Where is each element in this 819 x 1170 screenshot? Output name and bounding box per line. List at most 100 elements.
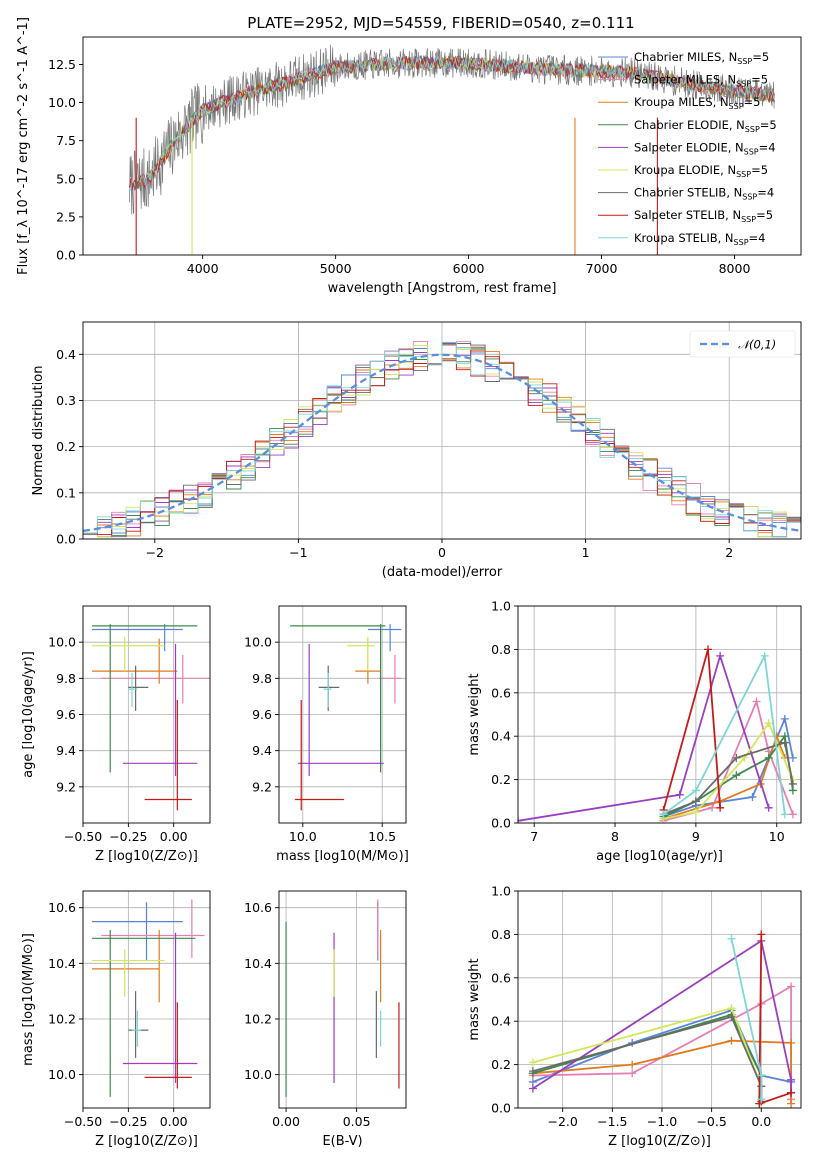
x-axis-label: Z [log10(Z/Z⊙)] bbox=[95, 1134, 198, 1149]
y-axis-label: mass weight bbox=[467, 673, 482, 755]
legend-box bbox=[689, 330, 796, 358]
mass-weight-marker bbox=[787, 982, 796, 991]
x-tick-label: −1 bbox=[289, 545, 307, 560]
legend-label: Kroupa STELIB, NSSP=4 bbox=[634, 231, 765, 247]
axes-frame bbox=[82, 890, 211, 1109]
axes-frame bbox=[517, 605, 802, 824]
mass-weight-marker bbox=[716, 651, 725, 660]
y-tick-label: 7.5 bbox=[56, 133, 76, 148]
axes-frame bbox=[517, 890, 802, 1109]
mass-weight-marker bbox=[704, 645, 713, 654]
mass-weight-vs-metallicity-panel: −2.0 −1.5 −1.0 −0.5 0.0 0.0 0.2 0.4 0.6 0.8 1.0 Z [… bbox=[467, 884, 802, 1149]
mass-weight-marker bbox=[788, 753, 797, 762]
y-tick-label: 10.0 bbox=[48, 1067, 76, 1082]
mass-weight-marker bbox=[691, 808, 700, 817]
mass-weight-marker bbox=[764, 719, 773, 728]
mass-weight-marker bbox=[752, 697, 761, 706]
mass-weight-marker bbox=[518, 816, 522, 823]
y-tick-label: 10.4 bbox=[244, 956, 272, 971]
mass-weight-marker bbox=[732, 771, 741, 780]
x-tick-label: 1 bbox=[582, 545, 590, 560]
x-tick-label: −1.5 bbox=[597, 1114, 627, 1129]
mass-weight-marker bbox=[528, 1084, 537, 1093]
axes-frame bbox=[278, 890, 407, 1109]
y-axis-label: Flux [f_λ 10^-17 erg cm^-2 s^-1 A^-1] bbox=[16, 17, 31, 275]
y-tick-label: 0.1 bbox=[56, 485, 76, 500]
mass-weight-marker bbox=[659, 810, 668, 819]
mass-weight-marker bbox=[691, 797, 700, 806]
y-tick-label: 10.0 bbox=[244, 635, 272, 650]
mass-weight-marker bbox=[528, 1067, 537, 1076]
legend-label: Chabrier STELIB, NSSP=4 bbox=[634, 186, 774, 202]
mass-weight-marker bbox=[727, 1004, 736, 1013]
legend-label: 𝒩(0,1) bbox=[738, 338, 776, 352]
mass-weight-line bbox=[518, 652, 770, 822]
mass-weight-marker bbox=[787, 1075, 796, 1084]
model-spectrum-line bbox=[129, 56, 775, 190]
x-tick-label: −0.50 bbox=[64, 1114, 102, 1129]
plot-area bbox=[92, 899, 205, 1097]
residual-histogram-step bbox=[83, 341, 801, 538]
legend-label: Kroupa MILES, NSSP=5 bbox=[634, 95, 760, 111]
x-tick-label: −0.5 bbox=[696, 1114, 726, 1129]
x-tick-label: 4000 bbox=[187, 261, 219, 276]
y-tick-label: 1.0 bbox=[491, 884, 511, 899]
x-tick-label: −2.0 bbox=[548, 1114, 578, 1129]
x-axis-label: age [log10(age/yr)] bbox=[596, 849, 723, 864]
mass-weight-vs-age-panel: 7 8 9 10 0.0 0.2 0.4 0.6 0.8 1.0 age [log10(age/yr… bbox=[467, 599, 802, 864]
x-tick-label: 8 bbox=[611, 829, 619, 844]
plot-area bbox=[285, 899, 400, 1097]
plot-area bbox=[83, 340, 801, 538]
y-tick-label: 10.6 bbox=[244, 900, 272, 915]
age-vs-metallicity-panel: −0.50 −0.25 0.00 9.2 9.4 9.6 9.8 10.0 Z [log10(Z… bbox=[21, 605, 211, 864]
plot-area bbox=[290, 624, 402, 811]
x-tick-label: 10.0 bbox=[289, 829, 317, 844]
y-tick-label: 9.2 bbox=[252, 779, 272, 794]
mass-weight-marker bbox=[691, 786, 700, 795]
mass-weight-marker bbox=[787, 1038, 796, 1047]
x-tick-label: 7 bbox=[530, 829, 538, 844]
y-tick-label: 10.2 bbox=[244, 1011, 272, 1026]
normal-pdf-curve bbox=[83, 353, 801, 533]
mass-weight-line bbox=[662, 652, 786, 816]
mass-weight-marker bbox=[755, 1099, 764, 1108]
x-tick-label: −0.25 bbox=[109, 829, 147, 844]
x-axis-label: Z [log10(Z/Z⊙)] bbox=[608, 1134, 711, 1149]
x-axis-label: mass [log10(M/M⊙)] bbox=[276, 849, 409, 864]
y-tick-label: 10.0 bbox=[48, 635, 76, 650]
x-tick-label: 2 bbox=[725, 545, 733, 560]
y-tick-label: 9.6 bbox=[252, 707, 272, 722]
y-tick-label: 0.6 bbox=[491, 970, 511, 985]
x-tick-label: 0.05 bbox=[343, 1114, 371, 1129]
y-tick-label: 0.4 bbox=[56, 347, 76, 362]
mass-weight-marker bbox=[748, 792, 757, 801]
x-tick-label: 0.0 bbox=[751, 1114, 771, 1129]
x-tick-label: 10.5 bbox=[368, 829, 396, 844]
axes-frame bbox=[82, 36, 802, 256]
x-tick-label: 6000 bbox=[453, 261, 485, 276]
mass-weight-line bbox=[662, 649, 721, 811]
mass-weight-marker bbox=[628, 1069, 637, 1078]
x-tick-label: −0.50 bbox=[64, 829, 102, 844]
mass-weight-marker bbox=[757, 1095, 766, 1104]
y-tick-label: 1.0 bbox=[491, 599, 511, 614]
x-tick-label: 0.00 bbox=[160, 1114, 188, 1129]
mass-weight-line bbox=[532, 1013, 763, 1102]
mass-weight-marker bbox=[780, 714, 789, 723]
y-axis-label: age [log10(age/yr)] bbox=[21, 651, 36, 778]
y-tick-label: 0.0 bbox=[491, 1101, 511, 1116]
mass-weight-marker bbox=[757, 1071, 766, 1080]
legend-label: Salpeter STELIB, NSSP=5 bbox=[634, 208, 773, 224]
x-axis-label: wavelength [Angstrom, rest frame] bbox=[328, 281, 557, 296]
mass-weight-marker bbox=[628, 1060, 637, 1069]
model-spectrum-line bbox=[129, 54, 775, 192]
mass-weight-marker bbox=[788, 779, 797, 788]
x-tick-label: −2 bbox=[146, 545, 164, 560]
plot-area bbox=[129, 44, 775, 255]
x-tick-label: 9 bbox=[692, 829, 700, 844]
plot-area bbox=[518, 645, 797, 823]
y-tick-label: 0.0 bbox=[56, 532, 76, 547]
legend-label: Kroupa ELODIE, NSSP=5 bbox=[634, 163, 768, 179]
x-tick-label: 8000 bbox=[719, 261, 751, 276]
